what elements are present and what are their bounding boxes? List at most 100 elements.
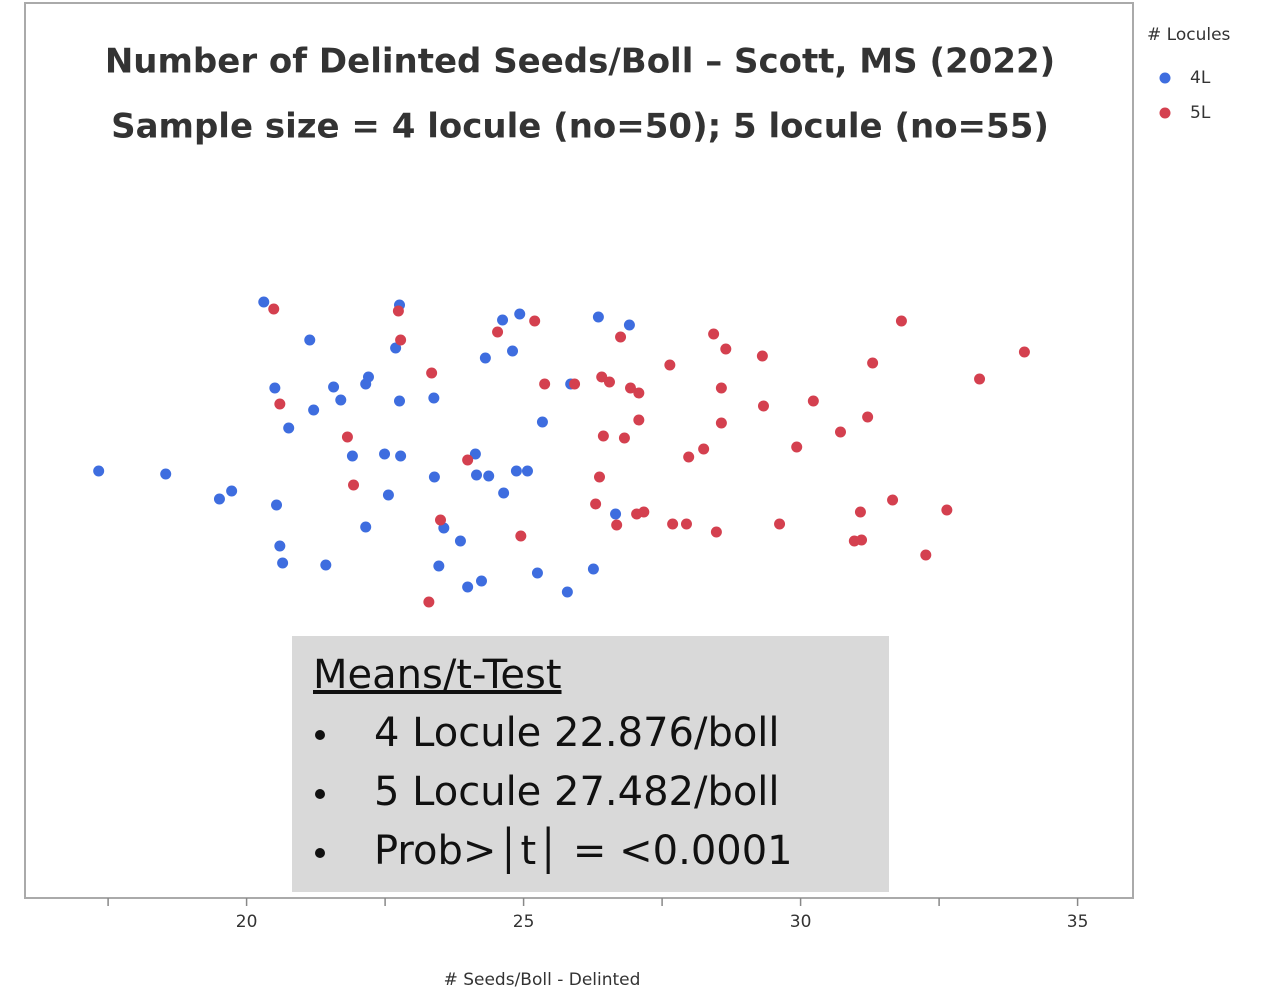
point [341,431,353,443]
point [395,334,407,346]
point [756,350,768,362]
bullet [315,789,325,799]
point [428,392,440,404]
point [941,504,953,516]
point [362,371,374,383]
point [93,465,105,477]
point [708,328,720,340]
legend-title: # Locules [1147,25,1231,45]
point [469,448,481,460]
point [479,352,491,364]
point [483,470,495,482]
point [514,308,526,320]
point [667,518,679,530]
point [757,400,769,412]
point [258,296,270,308]
point [531,567,543,579]
point [561,586,573,598]
point [633,387,645,399]
annotation-box [292,636,889,892]
point [395,450,407,462]
annotation-item: Prob>│t│ = <0.0001 [374,826,793,874]
point [435,514,446,526]
point [269,382,281,394]
point [328,381,340,393]
point [462,454,474,466]
point [720,343,732,355]
point [433,560,445,572]
point [394,395,406,407]
legend-label: 5L [1190,103,1211,123]
point [308,404,320,416]
point [475,575,487,587]
point [274,398,286,410]
point [587,563,599,575]
point [283,422,295,434]
point [320,559,332,571]
point [360,521,372,533]
annotation-list: 4 Locule 22.876/boll 5 Locule 27.482/bol… [315,710,793,874]
point [625,382,637,394]
point [274,540,286,552]
point [715,382,727,394]
point [791,441,803,453]
point [348,479,360,491]
point [392,305,404,317]
point [277,557,289,569]
point [834,426,846,438]
point [974,373,986,385]
point [710,526,722,538]
x-tick-label: 25 [513,912,535,932]
point [592,311,604,323]
point [471,469,483,481]
point [618,432,630,444]
point [698,443,710,455]
point [867,357,879,369]
bullet [315,730,325,740]
point [536,416,548,428]
point [569,378,581,390]
point [638,506,650,518]
point [611,519,623,531]
annotation-item: 4 Locule 22.876/boll [374,710,780,756]
point [887,494,899,506]
point [428,471,440,483]
legend-marker [1159,107,1171,119]
point [529,315,541,327]
point [623,319,635,331]
point [423,596,435,608]
point [507,345,519,357]
point [920,549,932,561]
chart-subtitle: Sample size = 4 locule (no=50); 5 locule… [111,107,1049,147]
point [382,489,394,501]
legend-label: 4L [1190,68,1211,88]
point [390,342,402,354]
annotation-item: 5 Locule 27.482/boll [374,769,780,815]
point [895,315,907,327]
x-tick-label: 35 [1067,912,1089,932]
point [774,518,786,530]
point [498,487,510,499]
point [610,508,622,520]
point [454,535,466,547]
legend-marker [1159,72,1171,84]
point [664,359,676,371]
point [597,430,609,442]
point [492,326,504,338]
point [510,465,522,477]
point [593,471,605,483]
point [462,581,474,593]
point [379,448,391,460]
point [854,506,866,518]
bullet [315,848,325,858]
point [590,498,602,510]
x-axis-label: # Seeds/Boll - Delinted [444,970,641,990]
point [160,468,172,480]
point [213,493,225,505]
point [633,414,645,426]
point [680,518,692,530]
x-tick-label: 20 [236,912,258,932]
point [807,395,819,407]
point [268,303,280,315]
